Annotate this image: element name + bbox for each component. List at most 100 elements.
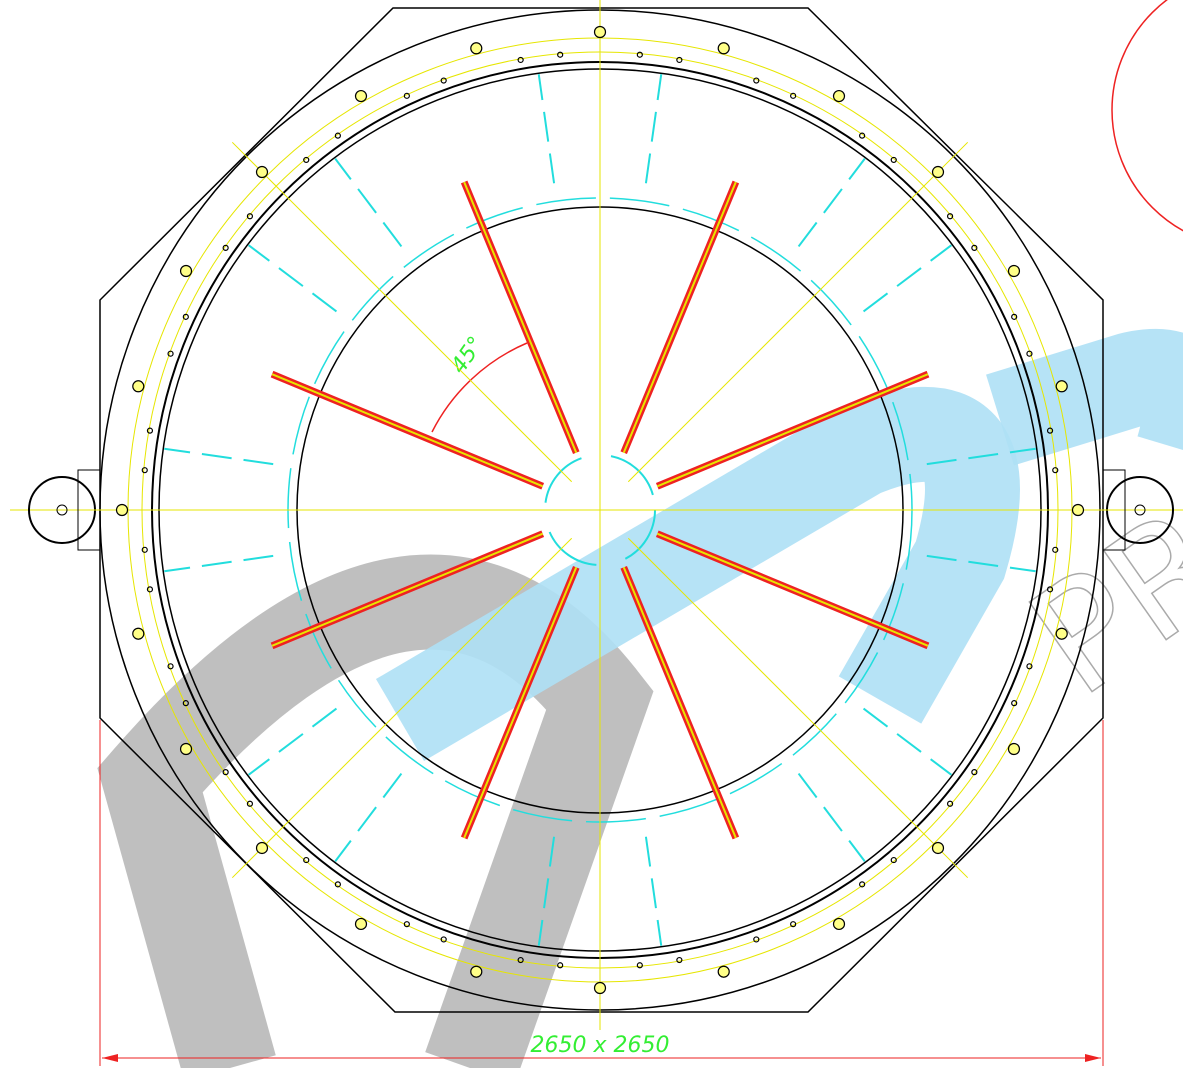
bolt-hole — [132, 380, 145, 393]
lug-pin — [1134, 504, 1146, 516]
bolt-hole — [1026, 350, 1033, 357]
bolt-hole — [354, 917, 368, 931]
bolt-hole — [517, 956, 524, 964]
dashed-guide — [862, 707, 953, 776]
bolt-hole — [971, 244, 978, 251]
bolt-hole — [1011, 313, 1018, 320]
bolt-hole — [676, 56, 683, 64]
dashed-guide — [334, 157, 403, 248]
bolt-hole — [557, 962, 564, 969]
dashed-guide — [797, 772, 866, 863]
bolt-hole — [890, 856, 897, 864]
dashed-guide — [797, 157, 866, 248]
dimension-label: 2650 x 2650 — [531, 1033, 670, 1058]
angle-arc — [431, 342, 528, 433]
watermark-blue-2 — [986, 328, 1183, 466]
bolt-hole — [303, 856, 310, 864]
bolt-hole — [179, 264, 193, 278]
dashed-guide — [644, 74, 663, 184]
bolt-hole — [859, 132, 866, 139]
bolt-hole — [593, 981, 607, 995]
bolt-hole — [832, 89, 846, 103]
axis-line — [627, 537, 969, 879]
octagon-frame — [99, 7, 1104, 1013]
arrow — [1085, 1054, 1101, 1062]
dashed-guide — [537, 74, 556, 184]
bolt-hole — [182, 313, 189, 320]
bolt-hole — [141, 467, 148, 474]
bolt-hole — [593, 25, 607, 39]
spoke-core — [656, 532, 929, 647]
bolt-hole — [255, 841, 269, 855]
bolt-hole — [790, 92, 797, 99]
bolt-hole — [753, 77, 760, 84]
spoke-core — [271, 373, 544, 488]
dashed-guide — [926, 554, 1036, 573]
bolt-hole — [1026, 663, 1033, 670]
bolt-hole — [182, 700, 189, 707]
lug-pin — [56, 504, 68, 516]
bolt-hole — [1052, 546, 1059, 553]
bolt-hole — [1046, 427, 1054, 434]
bolt-hole — [946, 213, 954, 220]
bolt-hole — [1055, 627, 1068, 640]
axis-line — [231, 537, 573, 879]
spoke-core — [656, 373, 929, 488]
dashed-guide — [164, 554, 274, 573]
arrow — [102, 1054, 118, 1062]
bolt-hole — [1071, 503, 1085, 517]
dashed-guide — [247, 707, 338, 776]
bolt-hole — [440, 77, 447, 84]
bolt-hole — [931, 165, 945, 179]
bolt-hole — [971, 769, 978, 776]
bolt-hole — [1011, 700, 1018, 707]
bolt-hole — [517, 56, 524, 64]
dashed-guide — [334, 772, 403, 863]
spoke-core — [463, 181, 578, 454]
bolt-hole — [222, 769, 229, 776]
bolt-hole — [440, 936, 447, 943]
angle-label: 45° — [446, 332, 489, 378]
bolt-hole — [141, 546, 148, 553]
bolt-hole — [1007, 264, 1021, 278]
dashed-guide — [537, 836, 556, 946]
dashed-guide — [926, 447, 1036, 466]
bolt-hole — [246, 800, 254, 807]
spoke-core — [622, 181, 737, 454]
bolt-hole — [470, 965, 483, 978]
bolt-hole — [115, 503, 129, 517]
bolt-hole — [403, 921, 410, 928]
bolt-hole — [946, 800, 954, 807]
spoke-core — [271, 532, 544, 647]
axis-line — [231, 141, 573, 483]
bolt-hole — [222, 244, 229, 251]
bolt-hole — [832, 917, 846, 931]
bolt-hole — [1055, 380, 1068, 393]
bolt-hole — [255, 165, 269, 179]
bolt-hole — [636, 962, 643, 969]
bolt-hole — [146, 427, 154, 434]
bolt-hole — [1007, 742, 1021, 756]
bolt-hole — [179, 742, 193, 756]
bolt-hole — [334, 881, 341, 888]
axis-line — [627, 141, 969, 483]
bolt-hole — [717, 42, 730, 55]
bolt-hole — [753, 936, 760, 943]
watermark-blue — [375, 387, 1020, 761]
bolt-hole — [334, 132, 341, 139]
bolt-hole — [303, 156, 310, 164]
spoke-core — [622, 566, 737, 839]
bolt-hole — [676, 956, 683, 964]
bolt-hole — [470, 42, 483, 55]
bolt-hole — [1052, 467, 1059, 474]
dashed-guide — [247, 244, 338, 313]
bolt-hole — [132, 627, 145, 640]
bolt-hole — [167, 663, 174, 670]
dashed-guide — [644, 836, 663, 946]
bolt-hole — [167, 350, 174, 357]
dashed-guide — [164, 447, 274, 466]
bolt-hole — [146, 586, 154, 593]
bolt-hole — [931, 841, 945, 855]
bolt-hole — [717, 965, 730, 978]
